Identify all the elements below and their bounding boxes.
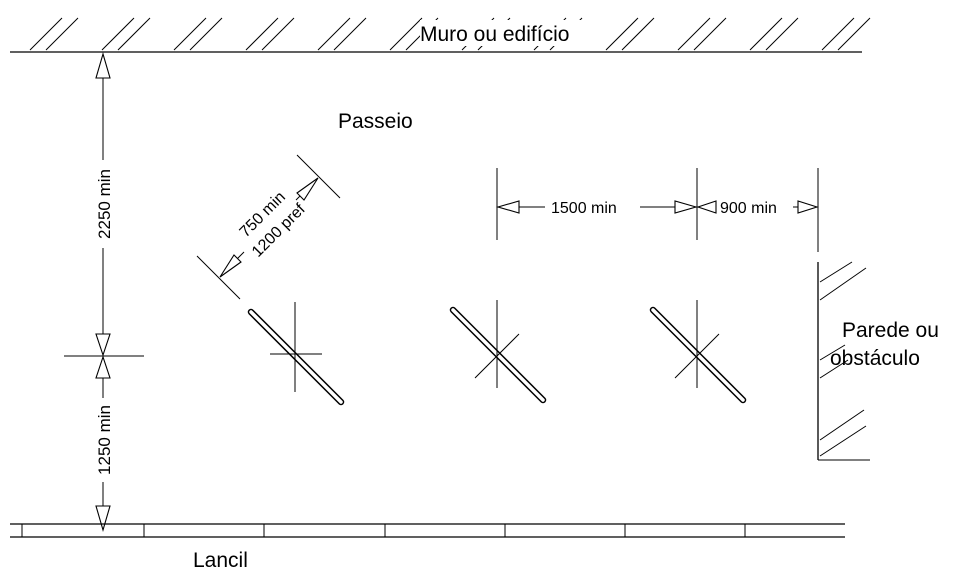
diag-ext-line-left [196, 255, 241, 300]
arrow-down-bottom [95, 505, 111, 532]
diagonal-dimension [196, 154, 341, 300]
sidewalk-label: Passeio [338, 110, 413, 133]
arrow-up-middle [95, 355, 111, 379]
diag-arrow-left [219, 254, 242, 278]
dim-label-1250: 1250 min [95, 405, 114, 475]
dim-label-2250: 2250 min [95, 169, 114, 239]
obstacle-label-line1: Parede ou [842, 319, 939, 342]
obstacle-wall [817, 261, 870, 461]
dim-label-1500: 1500 min [551, 200, 617, 217]
h-arrow-left [495, 200, 520, 214]
curb-label: Lancil [193, 549, 248, 570]
h-arrow-middle-right [696, 200, 717, 214]
diag-arrow-right [296, 177, 319, 201]
wall-label-backdrop [420, 20, 590, 46]
dim-label-900: 900 min [720, 200, 777, 217]
post-1 [247, 302, 345, 406]
wall-label: Muro ou edifício [420, 23, 569, 46]
obstacle-hatch-marks [819, 261, 867, 457]
arrow-up-top [95, 52, 111, 79]
diag-ext-line-right [296, 154, 341, 199]
curb [10, 523, 845, 538]
h-arrow-right [797, 200, 819, 214]
post-2 [449, 300, 547, 404]
arrow-down-middle [95, 333, 111, 357]
obstacle-label-line2: obstáculo [830, 347, 920, 370]
vertical-dimension [64, 52, 144, 532]
curb-segment-joints [21, 524, 746, 537]
horizontal-dimensions [495, 168, 819, 252]
h-arrow-middle-left [674, 200, 699, 214]
post-3 [649, 300, 747, 404]
